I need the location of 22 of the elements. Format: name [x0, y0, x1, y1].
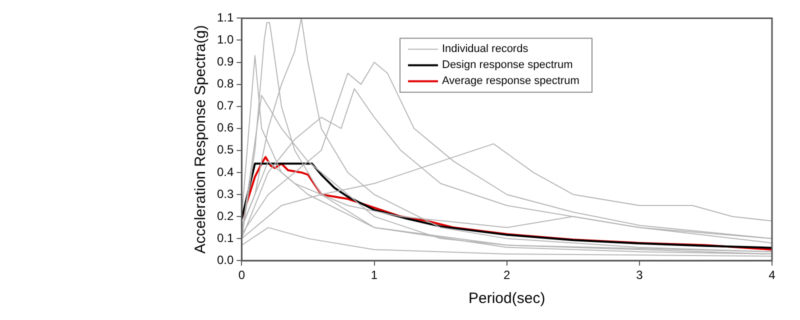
y-tick-label: 0.3 [216, 186, 234, 201]
y-tick-label: 0.9 [216, 54, 234, 69]
x-tick-label: 1 [370, 268, 378, 282]
y-tick-label: 0.2 [216, 208, 234, 223]
y-tick-label: 0.0 [216, 252, 234, 267]
x-tick-label: 3 [636, 268, 644, 282]
y-tick-label: 0.5 [216, 142, 234, 157]
y-tick-label: 0.7 [216, 98, 234, 113]
y-tick-label: 0.6 [216, 120, 234, 135]
y-tick-label: 0.8 [216, 76, 234, 91]
x-axis-title: Period(sec) [468, 290, 546, 308]
legend-label: Individual records [442, 43, 529, 56]
y-tick-label: 1.1 [216, 10, 234, 25]
x-tick-label: 0 [238, 268, 246, 282]
legend-label: Design response spectrum [442, 59, 573, 72]
legend-label: Average response spectrum [442, 75, 580, 88]
y-tick-label: 0.4 [216, 164, 234, 179]
y-axis-title: Acceleration Response Spectra(g) [192, 25, 210, 254]
x-tick-label: 2 [503, 268, 510, 282]
y-tick-label: 0.1 [216, 230, 234, 245]
x-tick-label: 4 [768, 268, 776, 282]
y-tick-label: 1.0 [216, 32, 234, 47]
